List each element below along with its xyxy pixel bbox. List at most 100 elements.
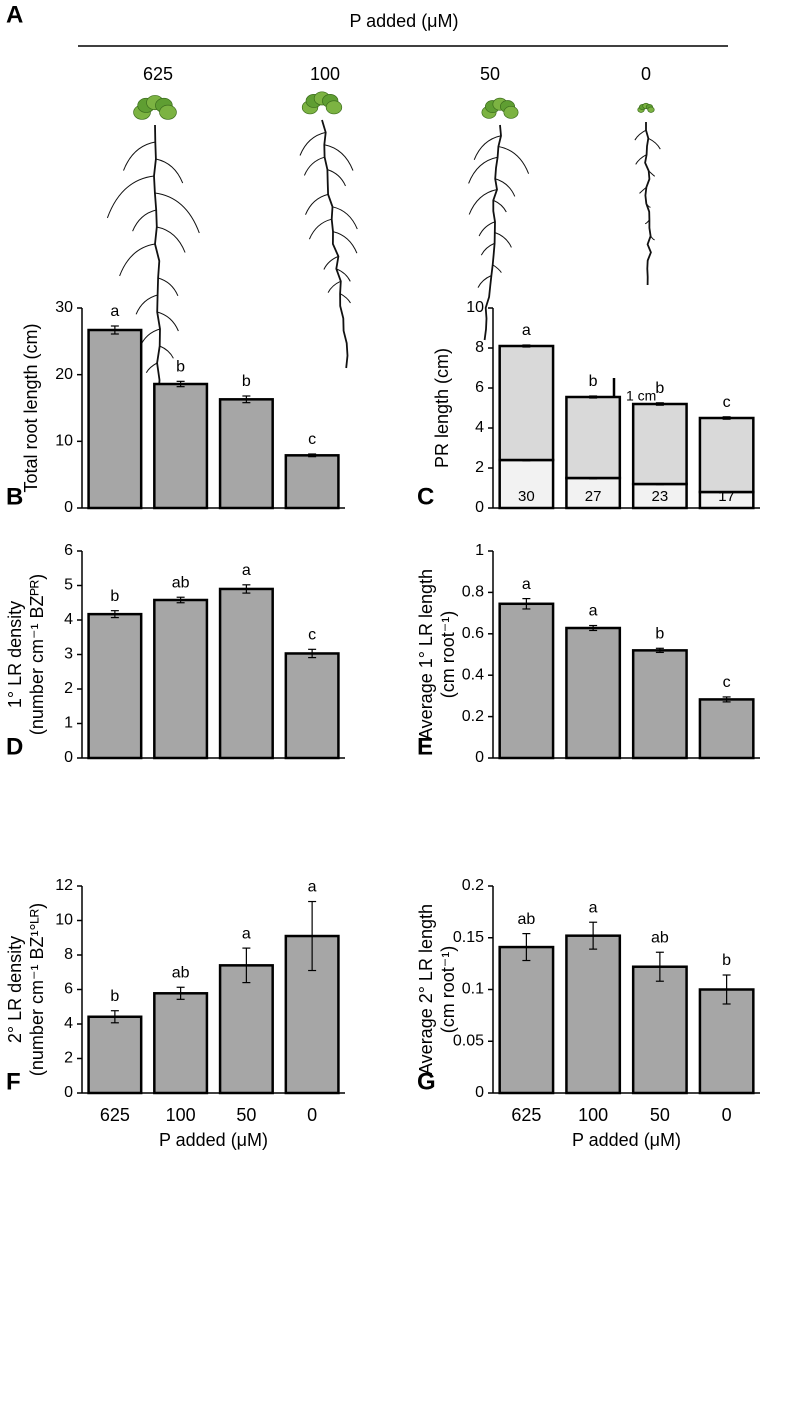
significance-letter: a (589, 899, 598, 916)
bar (631, 649, 688, 760)
y-tick-label: 12 (55, 877, 73, 894)
x-tick-label: 625 (100, 1105, 130, 1125)
lateral-root (123, 141, 156, 171)
lateral-root (139, 328, 161, 348)
significance-letter: c (308, 431, 316, 448)
significance-letter: b (655, 380, 664, 397)
bar-segment (498, 344, 555, 462)
y-tick-label: 10 (55, 912, 73, 929)
bar (87, 1015, 143, 1095)
y-tick-label: 6 (64, 981, 73, 998)
lateral-root (468, 156, 498, 184)
lateral-root (494, 232, 512, 248)
y-tick-label: 0.4 (462, 666, 484, 683)
y-tick-label: 10 (466, 299, 484, 316)
y-tick-label: 2 (64, 680, 73, 697)
lateral-root (473, 135, 502, 160)
panel-a-title: P added (μM) (349, 11, 458, 31)
significance-letter: b (110, 588, 119, 605)
y-axis-title: Average 1° LR length (416, 569, 436, 740)
leaf (647, 106, 655, 113)
lateral-root (119, 243, 156, 277)
bar (698, 988, 755, 1095)
y-axis-title: (number cm⁻¹ BZ¹°ᴸᴿ) (27, 903, 47, 1076)
lateral-root (634, 129, 647, 141)
bar (218, 398, 274, 510)
segment-label: 23 (652, 488, 669, 505)
primary-root (321, 119, 349, 369)
significance-letter: ab (172, 964, 190, 981)
bar (153, 382, 209, 510)
x-tick-label: 625 (511, 1105, 541, 1125)
lateral-root (492, 264, 502, 273)
leaf (159, 104, 177, 120)
y-axis-title: 2° LR density (5, 936, 25, 1043)
panel-label: A (6, 1, 23, 28)
y-tick-label: 0 (475, 749, 484, 766)
lateral-root (145, 362, 158, 373)
lateral-root (336, 268, 351, 282)
x-tick-label: 0 (307, 1105, 317, 1125)
y-tick-label: 0 (475, 499, 484, 516)
lateral-root (468, 189, 498, 215)
lateral-root (645, 219, 650, 225)
bar-segment (631, 402, 688, 486)
lateral-root (650, 235, 655, 241)
y-tick-label: 1 (64, 715, 73, 732)
bar (698, 698, 755, 760)
y-tick-label: 8 (64, 946, 73, 963)
lateral-root (332, 231, 358, 254)
panel-label: E (417, 733, 433, 760)
y-tick-label: 0 (475, 1084, 484, 1101)
lateral-root (155, 158, 184, 184)
y-axis-title: 1° LR density (5, 601, 25, 708)
lateral-root (324, 144, 354, 171)
y-tick-label: 6 (475, 379, 484, 396)
significance-letter: a (522, 322, 531, 339)
y-tick-label: 1 (475, 542, 484, 559)
primary-root (644, 122, 652, 286)
y-tick-label: 0.05 (453, 1032, 484, 1049)
lateral-root (332, 206, 358, 230)
significance-letter: a (589, 603, 598, 620)
lateral-root (323, 255, 339, 270)
bar (284, 652, 340, 760)
significance-letter: a (242, 925, 251, 942)
x-tick-label: 0 (722, 1105, 732, 1125)
lateral-root (498, 146, 530, 174)
significance-letter: b (242, 373, 251, 390)
lateral-root (339, 293, 351, 304)
significance-letter: c (723, 394, 731, 411)
significance-letter: a (522, 576, 531, 593)
y-tick-label: 0.6 (462, 625, 484, 642)
lateral-root (648, 170, 656, 177)
treatment-label: 0 (641, 64, 651, 84)
significance-letter: c (308, 627, 316, 644)
bar (498, 602, 555, 760)
lateral-root (480, 242, 495, 256)
leaf (325, 100, 343, 115)
bar (631, 965, 688, 1095)
y-axis-title: (number cm⁻¹ BZᴾᴿ) (27, 574, 47, 735)
y-axis-title: PR length (cm) (432, 348, 452, 468)
x-axis-title: P added (μM) (572, 1130, 681, 1150)
significance-letter: b (589, 373, 598, 390)
bar (218, 964, 274, 1095)
y-tick-label: 10 (55, 433, 73, 450)
y-tick-label: 6 (64, 542, 73, 559)
bar-segment (698, 416, 755, 494)
x-tick-label: 50 (650, 1105, 670, 1125)
significance-letter: b (176, 359, 185, 376)
y-tick-label: 3 (64, 646, 73, 663)
lateral-root (478, 221, 496, 237)
significance-letter: ab (517, 911, 535, 928)
panel-label: C (417, 483, 434, 510)
lateral-root (158, 277, 179, 296)
y-tick-label: 0 (64, 499, 73, 516)
panel-label: D (6, 733, 23, 760)
panel-label: F (6, 1068, 21, 1095)
segment-label: 27 (585, 488, 602, 505)
lateral-root (648, 137, 661, 150)
